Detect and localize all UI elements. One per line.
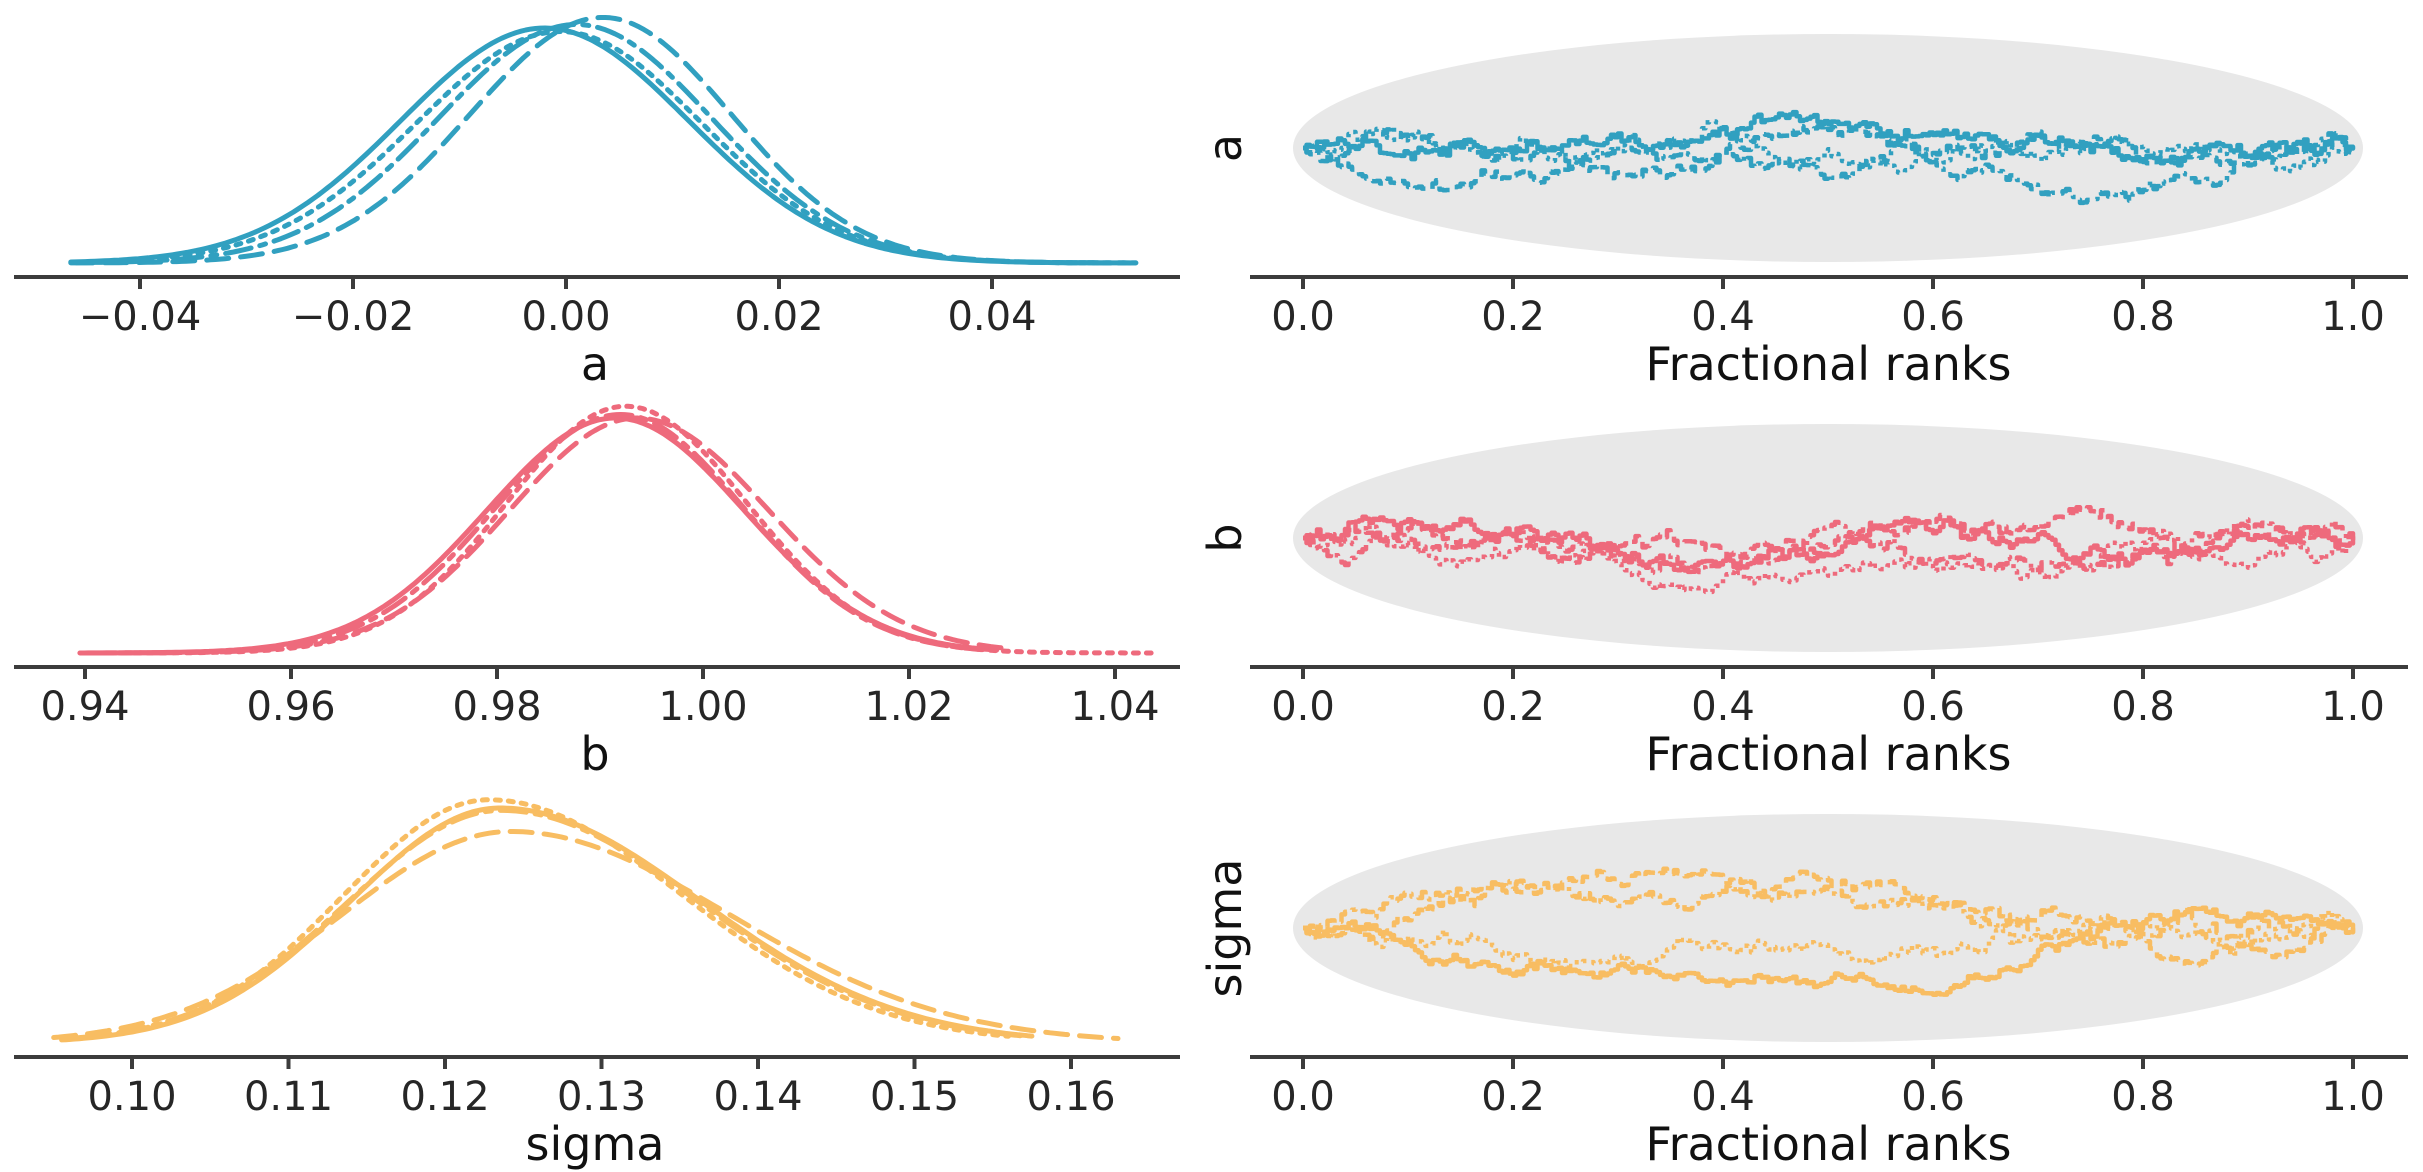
- tick-label: 0.8: [2111, 1074, 2175, 1120]
- tick-label: 1.0: [2321, 1074, 2385, 1120]
- rank-panel-sigma: 0.0 0.2 0.4 0.6 0.8 1.0 sigma Fractional rank…: [1190, 780, 2423, 1172]
- y-axis-label-sigma: sigma: [1198, 858, 1252, 998]
- tick-label: 0.02: [734, 294, 823, 340]
- tick-label: 1.04: [1070, 684, 1159, 730]
- fractional-ranks-label-b: Fractional ranks: [1645, 727, 2012, 781]
- kde-curve-solid: [68, 25, 1139, 266]
- tick-label: 0.4: [1691, 684, 1755, 730]
- rank-trace-dotted: [1303, 522, 2356, 595]
- rank-trace-solid: [1303, 905, 2356, 997]
- tick-label: 0.6: [1901, 684, 1965, 730]
- rank-trace-dashed: [1303, 122, 2356, 193]
- rank-panel-b: 0.0 0.2 0.4 0.6 0.8 1.0 b Fractional ranks: [1190, 390, 2423, 780]
- tick-label: 0.04: [947, 294, 1036, 340]
- y-axis-label-b: b: [1198, 523, 1252, 553]
- density-plot-b: 0.94 0.96 0.98 1.00 1.02 1.04: [14, 403, 1180, 730]
- kde-curve-dashed: [68, 15, 1133, 266]
- rank-trace-dashdot: [1303, 123, 2356, 206]
- density-panel-a: −0.04 −0.02 0.00 0.02 0.04 a: [0, 0, 1190, 390]
- tick-label: 1.02: [864, 684, 953, 730]
- tick-label: 0.96: [246, 684, 335, 730]
- tick-label: 0.10: [87, 1074, 176, 1120]
- tick-label: 1.00: [658, 684, 747, 730]
- tick-label: 1.0: [2321, 294, 2385, 340]
- confidence-ellipse: [1293, 814, 2363, 1042]
- tick-label: 0.6: [1901, 294, 1965, 340]
- tick-label: 0.6: [1901, 1074, 1965, 1120]
- kde-curve-dashed: [82, 415, 1015, 656]
- rank-panel-a: 0.0 0.2 0.4 0.6 0.8 1.0 a Fractional ranks: [1190, 0, 2423, 390]
- rank-trace-dotted: [1303, 119, 2356, 175]
- rank-plot-sigma: 0.0 0.2 0.4 0.6 0.8 1.0: [1250, 814, 2408, 1120]
- tick-label: 0.12: [400, 1074, 489, 1120]
- tick-label: 0.16: [1026, 1074, 1115, 1120]
- tick-label: 0.2: [1481, 294, 1545, 340]
- tick-label: 0.8: [2111, 294, 2175, 340]
- tick-label: −0.04: [79, 294, 202, 340]
- rank-trace-solid: [1303, 109, 2356, 168]
- tick-label: −0.02: [292, 294, 415, 340]
- rank-trace-dashdot: [1303, 517, 2356, 576]
- tick-label: 0.94: [40, 684, 129, 730]
- density-plot-sigma: 0.10 0.11 0.12 0.13 0.14 0.15 0.16: [14, 797, 1180, 1120]
- rank-trace-dashdot: [1303, 878, 2356, 949]
- tick-label: 0.0: [1271, 1074, 1335, 1120]
- tick-label: 0.14: [713, 1074, 802, 1120]
- fractional-ranks-label-sigma: Fractional ranks: [1645, 1117, 2012, 1171]
- density-panel-b: 0.94 0.96 0.98 1.00 1.02 1.04 b: [0, 390, 1190, 780]
- rank-plot-b: 0.0 0.2 0.4 0.6 0.8 1.0: [1250, 424, 2408, 730]
- confidence-ellipse: [1293, 424, 2363, 652]
- density-plot-a: −0.04 −0.02 0.00 0.02 0.04: [14, 15, 1180, 340]
- tick-label: 0.11: [244, 1074, 333, 1120]
- tick-label: 0.4: [1691, 294, 1755, 340]
- kde-curve-dashdot: [73, 22, 1128, 266]
- x-axis-label-b: b: [580, 727, 610, 781]
- tick-label: 0.00: [521, 294, 610, 340]
- x-axis-label-sigma: sigma: [525, 1117, 665, 1171]
- kde-curve-dotted: [78, 29, 1139, 266]
- tick-label: 0.0: [1271, 294, 1335, 340]
- y-axis-label-a: a: [1198, 133, 1252, 163]
- tick-label: 0.15: [870, 1074, 959, 1120]
- kde-curve-dashed: [51, 829, 1121, 1041]
- tick-label: 0.8: [2111, 684, 2175, 730]
- kde-curve-dotted: [63, 797, 1011, 1042]
- density-panel-sigma: 0.10 0.11 0.12 0.13 0.14 0.15 0.16 sigma: [0, 780, 1190, 1172]
- tick-label: 1.0: [2321, 684, 2385, 730]
- tick-label: 0.4: [1691, 1074, 1755, 1120]
- kde-curve-dashdot: [87, 412, 984, 656]
- tick-label: 0.98: [452, 684, 541, 730]
- tick-label: 0.2: [1481, 684, 1545, 730]
- fractional-ranks-label-a: Fractional ranks: [1645, 337, 2012, 391]
- kde-curve-dotted: [92, 403, 1154, 656]
- x-axis-label-a: a: [580, 337, 610, 391]
- rank-plot-a: 0.0 0.2 0.4 0.6 0.8 1.0: [1250, 34, 2408, 340]
- tick-label: 0.13: [557, 1074, 646, 1120]
- tick-label: 0.2: [1481, 1074, 1545, 1120]
- rank-trace-dotted: [1303, 908, 2353, 972]
- tick-label: 0.0: [1271, 684, 1335, 730]
